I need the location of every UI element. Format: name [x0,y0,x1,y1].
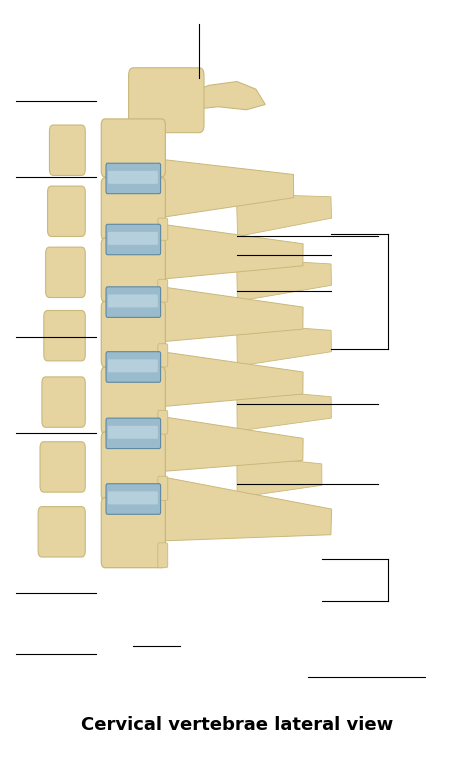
FancyBboxPatch shape [106,352,161,382]
FancyBboxPatch shape [101,238,165,302]
FancyBboxPatch shape [106,163,161,194]
Polygon shape [161,477,332,541]
FancyBboxPatch shape [158,344,168,367]
FancyBboxPatch shape [101,178,165,241]
FancyBboxPatch shape [40,442,85,492]
FancyBboxPatch shape [158,218,168,241]
FancyBboxPatch shape [106,224,161,255]
Polygon shape [237,455,322,497]
FancyBboxPatch shape [44,310,85,361]
Polygon shape [161,286,303,342]
FancyBboxPatch shape [42,377,85,427]
FancyBboxPatch shape [108,426,158,439]
FancyBboxPatch shape [101,497,165,568]
FancyBboxPatch shape [38,506,85,557]
FancyBboxPatch shape [101,119,165,177]
Polygon shape [237,259,331,301]
FancyBboxPatch shape [108,359,158,372]
Polygon shape [237,194,332,237]
FancyBboxPatch shape [46,247,85,297]
Text: Cervical vertebrae lateral view: Cervical vertebrae lateral view [81,716,393,734]
Polygon shape [161,224,303,279]
FancyBboxPatch shape [158,411,168,434]
FancyBboxPatch shape [108,294,158,307]
FancyBboxPatch shape [158,543,168,568]
FancyBboxPatch shape [106,484,161,514]
FancyBboxPatch shape [108,232,158,245]
FancyBboxPatch shape [128,67,204,133]
Polygon shape [237,388,331,431]
FancyBboxPatch shape [101,367,165,434]
Polygon shape [161,417,303,472]
FancyBboxPatch shape [108,171,158,184]
FancyBboxPatch shape [101,301,165,367]
Polygon shape [161,352,303,407]
FancyBboxPatch shape [106,286,161,317]
FancyBboxPatch shape [49,125,85,175]
FancyBboxPatch shape [108,491,158,504]
FancyBboxPatch shape [158,476,168,500]
FancyBboxPatch shape [47,186,85,237]
Polygon shape [162,159,293,218]
FancyBboxPatch shape [158,280,168,302]
FancyBboxPatch shape [106,418,161,449]
Polygon shape [237,323,331,366]
Polygon shape [133,81,265,125]
FancyBboxPatch shape [101,432,165,500]
